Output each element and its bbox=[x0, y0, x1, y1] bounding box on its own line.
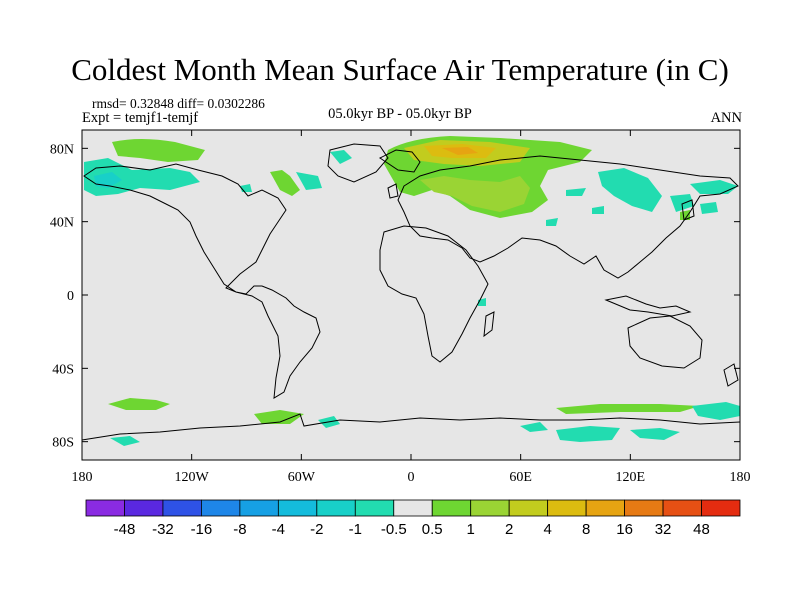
period-label: 05.0kyr BP - 05.0kyr BP bbox=[328, 106, 472, 122]
colorbar-label: 2 bbox=[505, 521, 513, 538]
colorbar: -48 -32 -16 -8 -4 -2 -1 -0.5 0.5 1 2 4 8 16 32 48 bbox=[85, 499, 741, 538]
colorbar-label: 1 bbox=[467, 521, 475, 538]
colorbar-swatch bbox=[316, 499, 356, 517]
colorbar-swatch bbox=[662, 499, 702, 517]
axis-ticks: 180 120W 60W 0 60E 120E 180 80N 40N 0 40S 80S bbox=[50, 130, 751, 485]
field-antarctic-cyan-1 bbox=[520, 422, 548, 432]
statistics-label: rmsd= 0.32848 diff= 0.0302286 bbox=[92, 96, 265, 111]
field-drake-green bbox=[254, 410, 304, 424]
y-tick-label: 40S bbox=[52, 362, 74, 377]
colorbar-label: -1 bbox=[349, 521, 362, 538]
coast-madagascar bbox=[483, 311, 495, 338]
colorbar-swatch bbox=[431, 499, 472, 517]
colorbar-swatch bbox=[508, 499, 549, 517]
colorbar-label: -0.5 bbox=[381, 521, 407, 538]
x-tick-label: 180 bbox=[72, 470, 93, 485]
coast-japan bbox=[681, 199, 695, 221]
field-southern-pacific-green bbox=[108, 398, 170, 410]
x-tick-label: 180 bbox=[730, 470, 751, 485]
field-tasman-cyan bbox=[692, 402, 740, 420]
coast-scandinavia bbox=[379, 149, 421, 173]
colorbar-swatch bbox=[585, 499, 625, 517]
field-barents-orange bbox=[442, 147, 478, 155]
y-tick-label: 80S bbox=[52, 436, 74, 451]
colorbar-label: 4 bbox=[543, 521, 551, 538]
colorbar-label: -4 bbox=[272, 521, 285, 538]
coastlines bbox=[81, 143, 741, 441]
y-tick-label: 0 bbox=[67, 289, 74, 304]
colorbar-swatch bbox=[354, 499, 395, 517]
coast-antarctica bbox=[81, 413, 741, 441]
field-siberia-cyan-small bbox=[566, 188, 586, 196]
coast-greenland bbox=[327, 143, 389, 183]
season-label: ANN bbox=[710, 110, 742, 126]
field-labrador-green bbox=[270, 170, 300, 196]
coast-new-zealand bbox=[723, 363, 739, 387]
colorbar-label: 16 bbox=[616, 521, 633, 538]
field-okhotsk-cyan bbox=[670, 194, 694, 212]
coast-americas bbox=[83, 163, 321, 399]
field-mongolia-cyan bbox=[592, 206, 604, 214]
coast-australia bbox=[627, 315, 703, 369]
colorbar-label: -32 bbox=[152, 521, 174, 538]
colorbar-label: 8 bbox=[582, 521, 590, 538]
colorbar-swatch bbox=[239, 499, 279, 517]
colorbar-label: 48 bbox=[693, 521, 710, 538]
field-japan-green bbox=[680, 210, 690, 220]
colorbar-swatch bbox=[85, 499, 125, 517]
field-indian-south-green bbox=[556, 404, 700, 414]
field-tibet-cyan bbox=[546, 218, 558, 226]
colorbar-label: 32 bbox=[655, 521, 672, 538]
field-greenland-east-cyan bbox=[330, 150, 352, 164]
colorbar-label: -48 bbox=[114, 521, 136, 538]
colorbar-swatch bbox=[547, 499, 587, 517]
coast-eurasia bbox=[397, 155, 739, 279]
x-tick-label: 120E bbox=[616, 470, 646, 485]
x-tick-label: 120W bbox=[175, 470, 210, 485]
plot-title: Coldest Month Mean Surface Air Temperatu… bbox=[71, 52, 729, 87]
coast-africa bbox=[379, 225, 489, 363]
colorbar-swatch bbox=[201, 499, 241, 517]
x-tick-label: 0 bbox=[408, 470, 415, 485]
colorbar-swatch bbox=[124, 499, 164, 517]
field-bering-cyan bbox=[690, 180, 738, 194]
x-tick-label: 60W bbox=[288, 470, 316, 485]
colorbar-swatch bbox=[393, 499, 433, 517]
field-arctic-canada bbox=[112, 139, 205, 162]
y-tick-label: 40N bbox=[50, 216, 74, 231]
field-siberia-cyan bbox=[598, 168, 662, 212]
field-alaska-cyan bbox=[94, 172, 122, 188]
colorbar-swatch bbox=[277, 499, 318, 517]
colorbar-label: -2 bbox=[310, 521, 323, 538]
field-kamchatka-cyan bbox=[700, 202, 718, 214]
field-greenland-sea-cyan bbox=[296, 172, 322, 190]
colorbar-label: -16 bbox=[191, 521, 213, 538]
field-antarctic-cyan-3 bbox=[630, 428, 680, 440]
field-antarctic-cyan-2 bbox=[556, 426, 620, 442]
colorbar-swatch bbox=[470, 499, 510, 517]
colorbar-swatch bbox=[624, 499, 664, 517]
x-tick-label: 60E bbox=[509, 470, 532, 485]
colorbar-label: 0.5 bbox=[422, 521, 443, 538]
colorbar-label: -8 bbox=[233, 521, 246, 538]
colorbar-swatch bbox=[701, 499, 741, 517]
field-eurasia-lime bbox=[420, 176, 530, 212]
coast-britain bbox=[387, 183, 399, 199]
y-tick-label: 80N bbox=[50, 142, 74, 157]
coast-indonesia bbox=[604, 295, 692, 317]
experiment-label: Expt = temjf1-temjf bbox=[82, 110, 199, 126]
colorbar-swatch bbox=[162, 499, 202, 517]
field-ross-west-cyan bbox=[110, 436, 140, 446]
